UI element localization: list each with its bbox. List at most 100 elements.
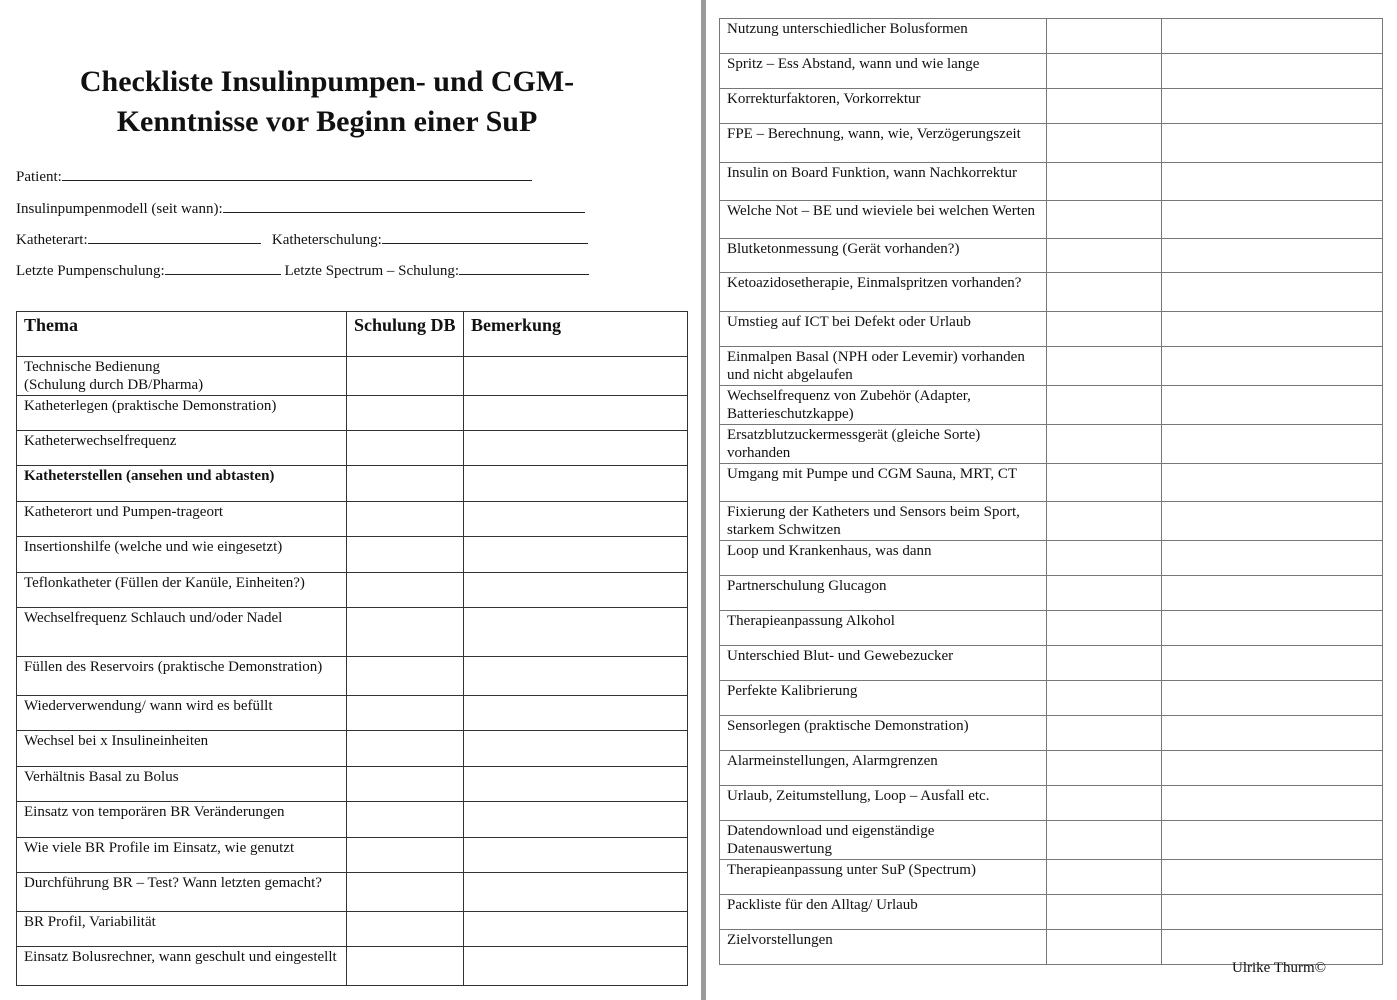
remark-cell[interactable] xyxy=(463,572,688,608)
last-training-field[interactable]: Letzte Pumpenschulung: Letzte Spectrum –… xyxy=(16,261,590,280)
training-cell[interactable] xyxy=(1046,820,1162,860)
training-cell[interactable] xyxy=(346,536,464,573)
table-row: Unterschied Blut- und Gewebezucker xyxy=(719,645,1383,681)
training-cell[interactable] xyxy=(346,946,464,986)
remark-cell[interactable] xyxy=(1161,18,1383,54)
training-cell[interactable] xyxy=(346,730,464,767)
training-cell[interactable] xyxy=(1046,385,1162,425)
remark-cell[interactable] xyxy=(463,801,688,838)
remark-cell[interactable] xyxy=(463,465,688,502)
training-cell[interactable] xyxy=(1046,123,1162,163)
training-cell[interactable] xyxy=(1046,785,1162,821)
training-cell[interactable] xyxy=(1046,680,1162,716)
remark-cell[interactable] xyxy=(1161,540,1383,576)
remark-cell[interactable] xyxy=(1161,238,1383,273)
remark-cell[interactable] xyxy=(463,837,688,873)
training-cell[interactable] xyxy=(346,801,464,838)
remark-cell[interactable] xyxy=(463,766,688,802)
table-row: Therapieanpassung unter SuP (Spectrum) xyxy=(719,859,1383,895)
remark-cell[interactable] xyxy=(1161,575,1383,611)
topic-cell: Katheterort und Pumpen-trageort xyxy=(16,501,347,537)
remark-cell[interactable] xyxy=(463,430,688,466)
training-cell[interactable] xyxy=(1046,18,1162,54)
training-cell[interactable] xyxy=(1046,501,1162,541)
patient-field[interactable]: Patient: xyxy=(16,167,532,186)
remark-cell[interactable] xyxy=(463,356,688,396)
training-cell[interactable] xyxy=(1046,200,1162,239)
training-cell[interactable] xyxy=(1046,272,1162,312)
remark-cell[interactable] xyxy=(463,911,688,947)
remark-cell[interactable] xyxy=(1161,463,1383,502)
remark-cell[interactable] xyxy=(1161,424,1383,464)
remark-cell[interactable] xyxy=(1161,346,1383,386)
training-cell[interactable] xyxy=(346,656,464,696)
remark-cell[interactable] xyxy=(1161,272,1383,312)
training-cell[interactable] xyxy=(346,572,464,608)
remark-cell[interactable] xyxy=(463,656,688,696)
training-cell[interactable] xyxy=(346,607,464,657)
training-cell[interactable] xyxy=(1046,750,1162,786)
checklist-table-left: Thema Schulung DB Bemerkung Technische B… xyxy=(16,311,688,986)
training-cell[interactable] xyxy=(346,395,464,431)
remark-cell[interactable] xyxy=(463,536,688,573)
remark-cell[interactable] xyxy=(1161,894,1383,930)
training-cell[interactable] xyxy=(1046,610,1162,646)
training-cell[interactable] xyxy=(346,430,464,466)
remark-cell[interactable] xyxy=(1161,715,1383,751)
remark-cell[interactable] xyxy=(1161,820,1383,860)
remark-cell[interactable] xyxy=(1161,501,1383,541)
remark-cell[interactable] xyxy=(1161,123,1383,163)
training-cell[interactable] xyxy=(1046,162,1162,201)
training-cell[interactable] xyxy=(1046,859,1162,895)
remark-cell[interactable] xyxy=(463,872,688,912)
remark-cell[interactable] xyxy=(463,695,688,731)
training-cell[interactable] xyxy=(346,766,464,802)
header-thema: Thema xyxy=(16,311,347,357)
remark-cell[interactable] xyxy=(1161,162,1383,201)
training-cell[interactable] xyxy=(1046,645,1162,681)
training-cell[interactable] xyxy=(346,837,464,873)
training-cell[interactable] xyxy=(1046,463,1162,502)
remark-cell[interactable] xyxy=(1161,88,1383,124)
training-cell[interactable] xyxy=(1046,575,1162,611)
remark-cell[interactable] xyxy=(1161,785,1383,821)
training-cell[interactable] xyxy=(1046,311,1162,347)
training-cell[interactable] xyxy=(346,695,464,731)
training-cell[interactable] xyxy=(1046,424,1162,464)
training-cell[interactable] xyxy=(346,501,464,537)
training-cell[interactable] xyxy=(1046,540,1162,576)
remark-cell[interactable] xyxy=(463,395,688,431)
catheter-type-field[interactable]: Katheterart: Katheterschulung: xyxy=(16,230,588,249)
training-cell[interactable] xyxy=(1046,238,1162,273)
training-cell[interactable] xyxy=(346,465,464,502)
training-cell[interactable] xyxy=(1046,346,1162,386)
remark-cell[interactable] xyxy=(463,730,688,767)
training-cell[interactable] xyxy=(1046,88,1162,124)
remark-cell[interactable] xyxy=(1161,53,1383,89)
topic-cell: Therapieanpassung unter SuP (Spectrum) xyxy=(719,859,1047,895)
remark-cell[interactable] xyxy=(463,501,688,537)
remark-cell[interactable] xyxy=(1161,680,1383,716)
training-cell[interactable] xyxy=(1046,715,1162,751)
topic-cell: Perfekte Kalibrierung xyxy=(719,680,1047,716)
remark-cell[interactable] xyxy=(1161,929,1383,965)
remark-cell[interactable] xyxy=(1161,385,1383,425)
remark-cell[interactable] xyxy=(1161,610,1383,646)
training-cell[interactable] xyxy=(346,911,464,947)
table-row: Therapieanpassung Alkohol xyxy=(719,610,1383,646)
training-cell[interactable] xyxy=(1046,894,1162,930)
training-cell[interactable] xyxy=(346,872,464,912)
training-cell[interactable] xyxy=(1046,929,1162,965)
remark-cell[interactable] xyxy=(463,607,688,657)
remark-cell[interactable] xyxy=(1161,859,1383,895)
topic-cell: Datendownload und eigenständige Datenaus… xyxy=(719,820,1047,860)
pump-model-field[interactable]: Insulinpumpenmodell (seit wann): xyxy=(16,199,585,218)
remark-cell[interactable] xyxy=(1161,645,1383,681)
table-row: Ersatzblutzuckermessgerät (gleiche Sorte… xyxy=(719,424,1383,464)
training-cell[interactable] xyxy=(346,356,464,396)
remark-cell[interactable] xyxy=(1161,311,1383,347)
remark-cell[interactable] xyxy=(1161,750,1383,786)
remark-cell[interactable] xyxy=(1161,200,1383,239)
remark-cell[interactable] xyxy=(463,946,688,986)
training-cell[interactable] xyxy=(1046,53,1162,89)
